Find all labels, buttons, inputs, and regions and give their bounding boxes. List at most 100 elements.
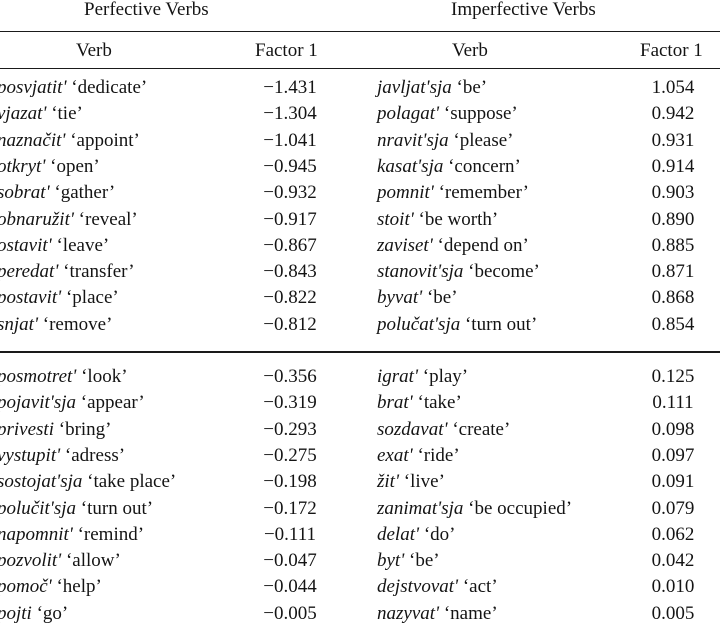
- imperfective-factor-value: 0.098: [651, 418, 695, 440]
- imperfective-verb-word: javljat'sja: [377, 77, 452, 98]
- perfective-factor-value: −0.945: [263, 155, 317, 177]
- perfective-verb-gloss: ‘tie’: [51, 103, 83, 125]
- perfective-verb-cell: otkryt' ‘open’: [0, 157, 100, 176]
- perfective-verb-cell: snjat' ‘remove’: [0, 315, 112, 334]
- perfective-verb-word: posmotret': [0, 366, 77, 387]
- imperfective-factor-value: 0.914: [651, 155, 695, 177]
- imperfective-verb-word: byt': [377, 550, 405, 572]
- imperfective-factor-value: 0.890: [651, 208, 695, 230]
- imperfective-verb-word: byvat': [377, 287, 423, 309]
- imperfective-factor-value: 0.871: [651, 261, 695, 283]
- imperfective-verb-gloss: ‘remember’: [438, 182, 529, 204]
- perfective-verb-cell: polučit'sja ‘turn out’: [0, 499, 153, 518]
- perfective-factor-value: −0.867: [263, 234, 317, 256]
- perfective-verb-gloss: ‘remind’: [77, 523, 145, 545]
- imperfective-verb-cell: žit' ‘live’: [377, 472, 445, 491]
- imperfective-factor-value: 0.111: [652, 392, 694, 414]
- imperfective-factor-value: 0.005: [651, 602, 695, 624]
- imperfective-verb-word: sozdavat': [377, 418, 448, 440]
- perfective-factor-value: −0.293: [263, 418, 317, 440]
- perfective-verb-gloss: ‘reveal’: [78, 208, 138, 230]
- imperfective-verb-word: kasat'sja: [377, 155, 444, 177]
- perfective-verb-gloss: ‘transfer’: [63, 261, 135, 283]
- imperfective-verb-word: dejstvovat': [377, 576, 459, 598]
- perfective-factor-value: −0.932: [263, 182, 317, 204]
- imperfective-verb-gloss: ‘suppose’: [443, 103, 518, 125]
- perfective-factor-value: −0.005: [263, 602, 317, 624]
- imperfective-verb-cell: stanovit'sja ‘become’: [377, 262, 540, 281]
- perfective-verb-cell: napomnit' ‘remind’: [0, 525, 144, 544]
- perfective-verb-gloss: ‘help’: [56, 576, 102, 598]
- perfective-verb-word: pojavit'sja: [0, 392, 77, 414]
- imperfective-verb-word: stoit': [377, 208, 414, 230]
- imperfective-verb-gloss: ‘name’: [443, 602, 498, 624]
- imperfective-verb-gloss: ‘act’: [462, 576, 498, 598]
- perfective-verb-cell: sostojat'sja ‘take place’: [0, 472, 176, 491]
- imperfective-verb-cell: brat' ‘take’: [377, 393, 462, 412]
- perfective-verb-gloss: ‘open’: [50, 155, 100, 177]
- imperfective-verb-cell: igrat' ‘play’: [377, 367, 468, 386]
- perfective-verb-cell: sobrat' ‘gather’: [0, 183, 115, 202]
- imperfective-factor-value: 0.942: [651, 103, 695, 125]
- imperfective-verb-gloss: ‘play’: [422, 366, 469, 387]
- perfective-verb-cell: ostavit' ‘leave’: [0, 236, 109, 255]
- imperfective-verb-cell: javljat'sja ‘be’: [377, 78, 487, 97]
- perfective-verb-gloss: ‘place’: [65, 287, 119, 309]
- perfective-verb-gloss: ‘bring’: [58, 418, 112, 440]
- imperfective-verb-gloss: ‘do’: [423, 523, 456, 545]
- imperfective-verb-gloss: ‘please’: [453, 129, 514, 151]
- imperfective-verb-cell: exat' ‘ride’: [377, 446, 460, 465]
- perfective-verb-word: snjat': [0, 313, 39, 335]
- imperfective-verb-gloss: ‘be worth’: [418, 208, 499, 230]
- imperfective-verb-word: pomnit': [377, 182, 434, 204]
- imperfective-title: Imperfective Verbs: [451, 0, 596, 20]
- perfective-verb-cell: postavit' ‘place’: [0, 288, 119, 307]
- perfective-verb-gloss: ‘take place’: [87, 471, 177, 493]
- imperfective-verb-cell: nravit'sja ‘please’: [377, 131, 514, 150]
- perfective-verb-word: polučit'sja: [0, 497, 77, 519]
- imperfective-verb-word: igrat': [377, 366, 419, 387]
- imperfective-verb-word: nazyvat': [377, 602, 440, 624]
- imperfective-factor-value: 0.854: [651, 313, 695, 335]
- imperfective-verb-gloss: ‘live’: [403, 471, 445, 493]
- imperfective-verb-word: žit': [377, 471, 400, 493]
- perfective-verb-gloss: ‘gather’: [54, 182, 116, 204]
- perfective-verb-cell: pojti ‘go’: [0, 604, 68, 623]
- perfective-verb-cell: naznačit' ‘appoint’: [0, 131, 140, 150]
- imperfective-factor-value: 0.125: [651, 366, 695, 387]
- perfective-verb-word: privesti: [0, 418, 54, 440]
- perfective-verb-gloss: ‘turn out’: [80, 497, 154, 519]
- imperfective-factor-value: 0.091: [651, 471, 695, 493]
- imperfective-factor-value: 0.062: [651, 523, 695, 545]
- perfective-factor-value: −0.198: [263, 471, 317, 493]
- imperfective-verb-word: zaviset': [377, 234, 433, 256]
- imperfective-factor-value: 1.054: [651, 77, 695, 98]
- perfective-factor-value: −0.111: [263, 523, 317, 545]
- perfective-factor-value: −1.431: [263, 77, 317, 98]
- imperfective-verb-cell: zanimat'sja ‘be occupied’: [377, 499, 572, 518]
- group-separator-rule: [0, 351, 720, 353]
- perfective-verb-word: sostojat'sja: [0, 471, 83, 493]
- imperfective-verb-word: delat': [377, 523, 420, 545]
- imperfective-verb-cell: polagat' ‘suppose’: [377, 104, 518, 123]
- imperfective-verb-cell: byt' ‘be’: [377, 551, 440, 570]
- imperfective-factor-value: 0.931: [651, 129, 695, 151]
- perfective-factor-value: −0.172: [263, 497, 317, 519]
- perfective-verb-word: obnaružit': [0, 208, 74, 230]
- perfective-verb-word: postavit': [0, 287, 62, 309]
- imperfective-factor-value: 0.097: [651, 444, 695, 466]
- imperfective-verb-gloss: ‘ride’: [417, 444, 460, 466]
- imperfective-verb-gloss: ‘concern’: [448, 155, 521, 177]
- imperfective-verb-cell: polučat'sja ‘turn out’: [377, 315, 537, 334]
- imperfective-verb-cell: sozdavat' ‘create’: [377, 420, 510, 439]
- perfective-verb-cell: privesti ‘bring’: [0, 420, 112, 439]
- imperfective-verb-word: polučat'sja: [377, 313, 461, 335]
- imperfective-verb-gloss: ‘turn out’: [464, 313, 538, 335]
- perfective-verb-gloss: ‘appear’: [80, 392, 145, 414]
- perfective-factor-value: −0.843: [263, 261, 317, 283]
- perfective-verb-cell: pozvolit' ‘allow’: [0, 551, 121, 570]
- perfective-verb-word: pozvolit': [0, 550, 62, 572]
- perfective-factor-value: −0.319: [263, 392, 317, 414]
- perfective-factor-value: −1.304: [263, 103, 317, 125]
- imperfective-verb-gloss: ‘be’: [456, 77, 488, 98]
